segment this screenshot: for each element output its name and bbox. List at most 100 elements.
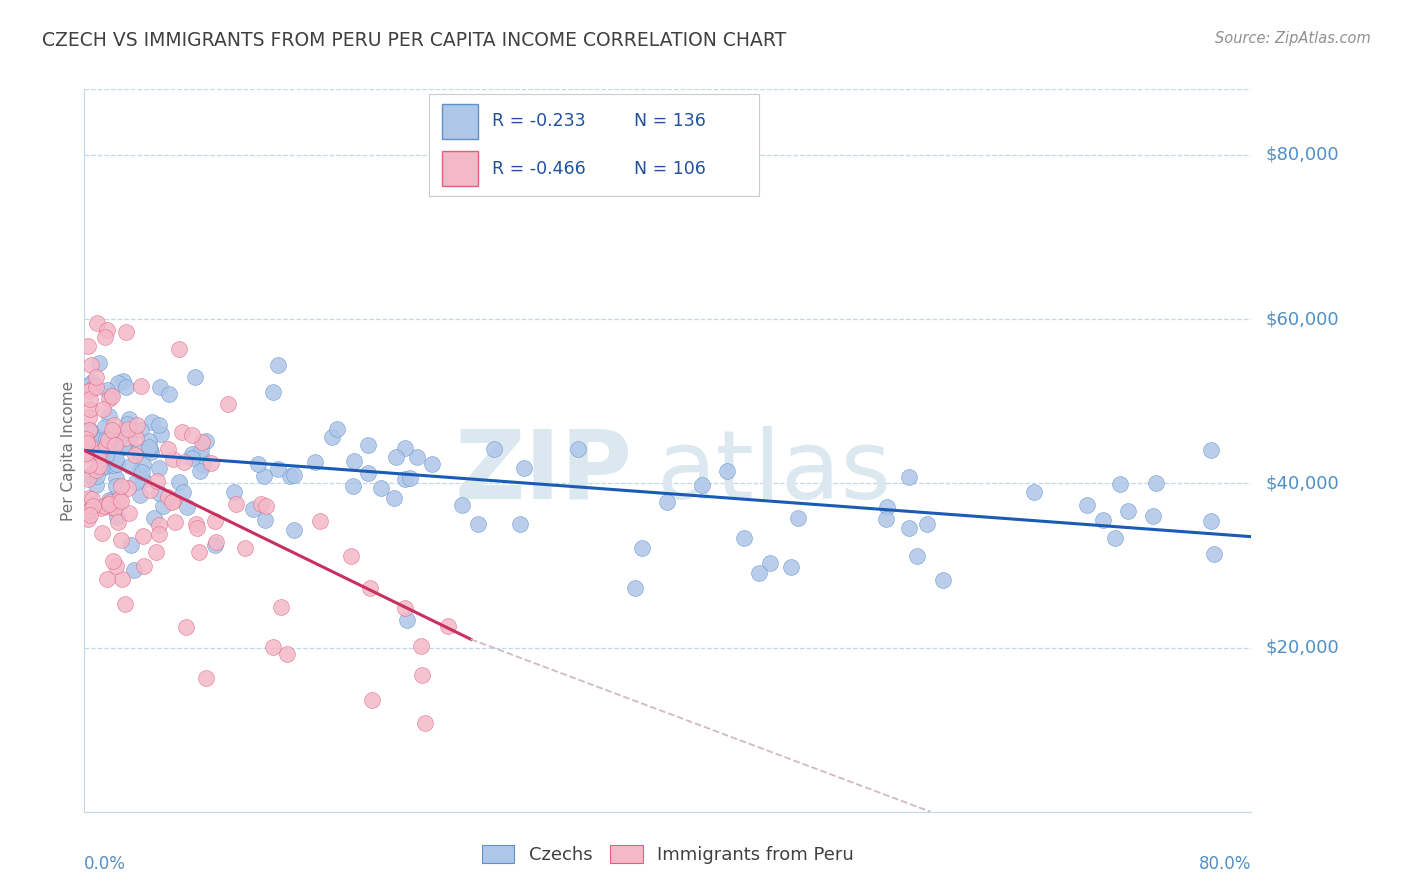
Point: [139, 483, 162, 497]
Point: [100, 388, 122, 402]
Point: [163, 515, 186, 529]
Point: [270, 600, 292, 615]
Point: [76, 436, 98, 450]
Legend: Czechs, Immigrants from Peru: Czechs, Immigrants from Peru: [482, 845, 853, 864]
Point: [437, 619, 460, 633]
Point: [100, 389, 122, 403]
Point: [98, 500, 121, 515]
Point: [96, 383, 118, 397]
Point: [267, 462, 290, 476]
Point: [94, 449, 117, 463]
Point: [406, 450, 429, 465]
Point: [250, 496, 273, 510]
Point: [394, 441, 416, 455]
Point: [692, 478, 714, 492]
Point: [184, 370, 207, 384]
Point: [94, 330, 117, 344]
Point: [77, 458, 100, 472]
Point: [170, 425, 193, 439]
Point: [77, 511, 100, 525]
Point: [359, 581, 381, 595]
Point: [191, 458, 214, 472]
Point: [169, 342, 191, 356]
Point: [115, 380, 138, 394]
Point: [148, 417, 170, 432]
Point: [411, 668, 433, 682]
Point: [370, 481, 392, 495]
Point: [361, 693, 384, 707]
Point: [93, 459, 115, 474]
Point: [77, 409, 100, 424]
Text: N = 106: N = 106: [634, 160, 706, 178]
Point: [107, 515, 129, 529]
Point: [204, 538, 226, 552]
Point: [148, 380, 170, 394]
Point: [125, 475, 148, 489]
Point: [111, 440, 134, 454]
Point: [716, 464, 738, 478]
Point: [86, 469, 108, 483]
Point: [104, 438, 127, 452]
Point: [1076, 498, 1098, 512]
Point: [90, 526, 112, 541]
Point: [120, 459, 142, 474]
Point: [148, 518, 170, 533]
Point: [181, 447, 204, 461]
Point: [384, 450, 406, 464]
Point: [253, 514, 276, 528]
Point: [188, 545, 211, 559]
Point: [262, 640, 284, 655]
Point: [94, 439, 117, 453]
Point: [174, 620, 197, 634]
Point: [340, 549, 363, 564]
Bar: [441, 104, 478, 139]
Point: [111, 374, 134, 388]
Point: [80, 492, 103, 507]
Point: [304, 455, 326, 469]
Point: [247, 457, 270, 471]
Point: [97, 409, 120, 423]
Point: [90, 500, 112, 515]
Point: [194, 434, 217, 449]
Text: $40,000: $40,000: [1265, 475, 1339, 492]
Point: [86, 316, 108, 330]
Point: [124, 448, 146, 462]
Point: [105, 471, 128, 485]
Point: [105, 457, 128, 471]
Point: [278, 468, 301, 483]
Point: [194, 671, 217, 685]
Point: [931, 573, 953, 587]
Point: [104, 500, 127, 515]
Point: [413, 716, 436, 731]
Point: [1202, 547, 1225, 561]
Point: [176, 500, 198, 515]
Point: [1144, 475, 1167, 490]
Point: [89, 446, 111, 460]
Text: atlas: atlas: [657, 425, 891, 518]
Point: [77, 423, 100, 437]
Point: [90, 453, 112, 467]
Point: [131, 379, 153, 393]
Point: [124, 431, 146, 445]
Point: [89, 429, 111, 443]
Point: [242, 502, 264, 516]
Point: [107, 425, 129, 439]
Point: [103, 491, 125, 505]
Point: [233, 541, 256, 555]
Point: [205, 534, 228, 549]
Point: [451, 499, 474, 513]
Point: [915, 516, 938, 531]
Point: [173, 455, 195, 469]
Point: [217, 397, 239, 411]
Point: [84, 380, 107, 394]
Text: 80.0%: 80.0%: [1199, 855, 1251, 873]
Point: [105, 509, 128, 524]
Text: N = 136: N = 136: [634, 112, 706, 130]
Point: [733, 531, 755, 545]
Point: [145, 475, 167, 489]
Point: [115, 326, 138, 340]
Point: [1116, 504, 1139, 518]
Point: [79, 423, 101, 437]
Point: [127, 443, 149, 458]
Point: [509, 516, 531, 531]
